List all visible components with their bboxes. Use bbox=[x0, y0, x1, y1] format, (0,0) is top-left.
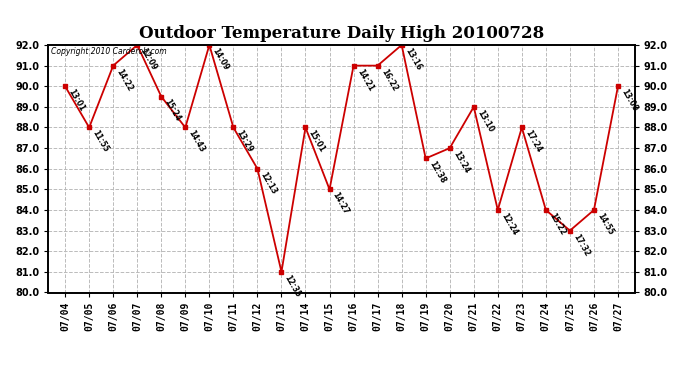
Text: 15:22: 15:22 bbox=[547, 211, 567, 237]
Text: 15:24: 15:24 bbox=[163, 98, 182, 123]
Text: 14:22: 14:22 bbox=[115, 67, 135, 92]
Text: 13:01: 13:01 bbox=[66, 88, 86, 113]
Text: 11:55: 11:55 bbox=[90, 129, 110, 154]
Text: 16:22: 16:22 bbox=[379, 67, 399, 92]
Text: 17:32: 17:32 bbox=[571, 232, 591, 258]
Text: 13:29: 13:29 bbox=[235, 129, 255, 154]
Text: 14:27: 14:27 bbox=[331, 191, 351, 216]
Text: 14:55: 14:55 bbox=[595, 211, 615, 237]
Text: 13:24: 13:24 bbox=[451, 150, 471, 175]
Text: 17:24: 17:24 bbox=[523, 129, 543, 154]
Text: 12:09: 12:09 bbox=[139, 46, 159, 72]
Text: 14:09: 14:09 bbox=[210, 46, 230, 72]
Text: 13:16: 13:16 bbox=[403, 46, 423, 72]
Text: Copyright 2010 Carderob.com: Copyright 2010 Carderob.com bbox=[51, 48, 167, 57]
Text: 13:10: 13:10 bbox=[475, 108, 495, 134]
Text: 13:00: 13:00 bbox=[620, 88, 639, 113]
Text: 12:13: 12:13 bbox=[259, 170, 279, 195]
Text: 14:43: 14:43 bbox=[187, 129, 206, 154]
Text: 12:24: 12:24 bbox=[499, 211, 519, 237]
Text: 15:01: 15:01 bbox=[307, 129, 326, 154]
Text: 12:38: 12:38 bbox=[427, 160, 447, 185]
Text: 14:21: 14:21 bbox=[355, 67, 375, 92]
Text: 12:35: 12:35 bbox=[283, 273, 303, 298]
Title: Outdoor Temperature Daily High 20100728: Outdoor Temperature Daily High 20100728 bbox=[139, 25, 544, 42]
